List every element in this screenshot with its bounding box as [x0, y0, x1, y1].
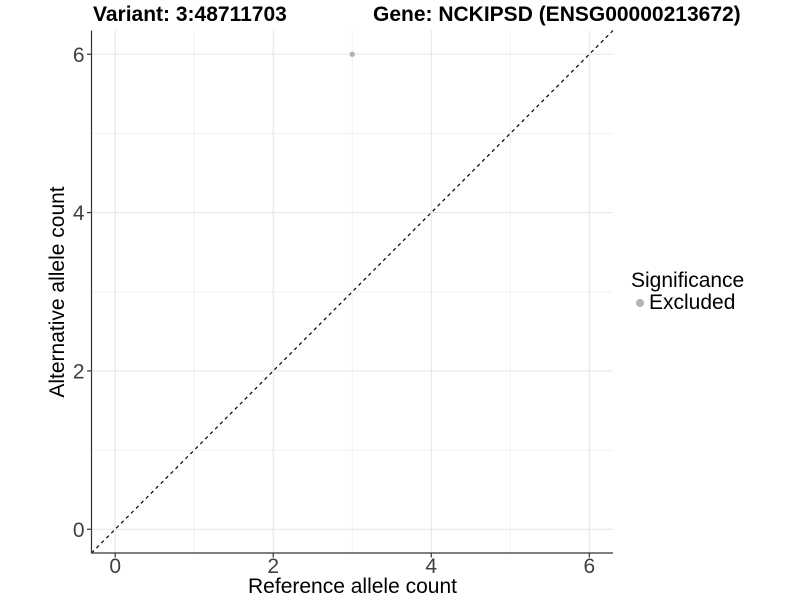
y-tick-label: 2 — [73, 360, 85, 383]
legend-item-excluded: Excluded — [631, 292, 744, 314]
legend-point-icon — [636, 299, 644, 307]
variant-title: Variant: 3:48711703 — [93, 3, 287, 26]
y-tick-label: 6 — [73, 44, 85, 67]
y-tick-label: 0 — [73, 519, 85, 542]
y-tick-label: 4 — [73, 202, 85, 225]
x-tick-label: 0 — [109, 555, 121, 578]
gene-title: Gene: NCKIPSD (ENSG00000213672) — [373, 3, 741, 26]
legend-item-label: Excluded — [649, 291, 736, 314]
x-tick-label: 4 — [425, 555, 437, 578]
data-point — [349, 51, 355, 57]
y-axis-title: Alternative allele count — [46, 186, 69, 398]
legend-title: Significance — [631, 269, 745, 292]
x-tick-label: 2 — [267, 555, 279, 578]
legend: Significance Excluded — [631, 270, 744, 314]
x-tick-label: 6 — [583, 555, 595, 578]
x-axis-title: Reference allele count — [248, 575, 457, 598]
